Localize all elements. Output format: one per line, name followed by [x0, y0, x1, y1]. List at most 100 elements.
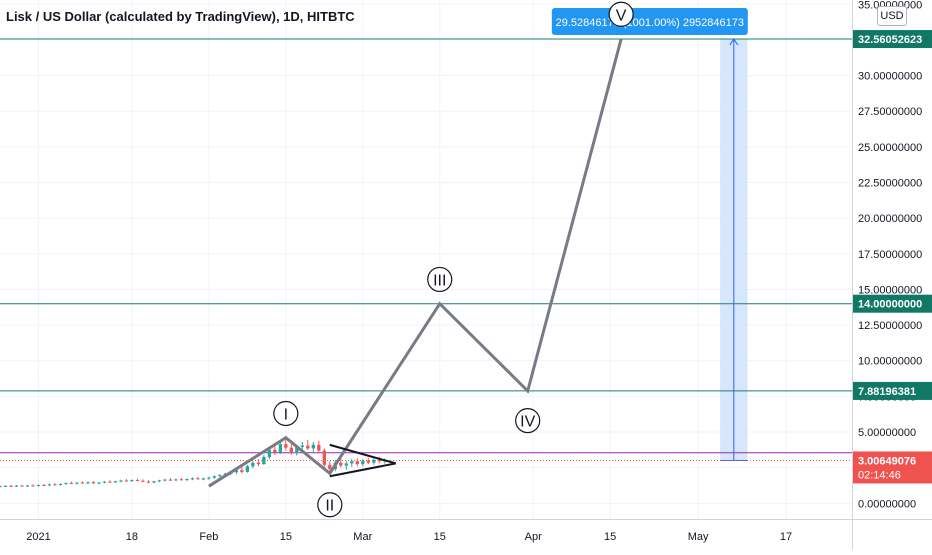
horizontal-levels[interactable] — [0, 38, 852, 461]
candle-body — [267, 449, 271, 457]
x-tick-label: Apr — [525, 531, 542, 543]
axis-price-labels: 32.56052623 14.00000000 7.88196381 3.006490… — [853, 30, 932, 484]
candle-body — [119, 480, 123, 482]
wave-label-circle — [427, 266, 453, 293]
candle-body — [20, 485, 24, 487]
candle-body — [75, 482, 79, 484]
candle-body — [102, 481, 107, 483]
wave-label: I — [284, 406, 288, 423]
candle-body — [130, 480, 134, 482]
candle-body — [372, 459, 376, 463]
x-tick-label: 15 — [280, 531, 292, 543]
currency-button[interactable]: USD — [877, 6, 907, 26]
candle-body — [36, 485, 41, 487]
candle-body — [284, 444, 288, 448]
triangle-upper-line — [329, 443, 397, 465]
candle-body — [86, 482, 90, 484]
candle-body — [152, 481, 156, 483]
candle-body — [113, 481, 118, 483]
candle-body — [245, 466, 250, 472]
candle-body — [317, 444, 321, 451]
candle-body — [339, 462, 343, 466]
triangle-lower-line — [329, 462, 396, 478]
y-tick-label: 17.50000000 — [858, 249, 922, 261]
wave-label: II — [325, 498, 334, 515]
candle-body — [322, 450, 326, 465]
elliott-wave-path — [208, 38, 623, 488]
candle-body — [218, 475, 222, 477]
x-tick-label: 2021 — [26, 531, 50, 543]
candle-body — [366, 460, 370, 463]
level-price-label: 14.00000000 — [858, 299, 922, 311]
candle-body — [53, 484, 57, 486]
candle-body — [234, 470, 239, 473]
candle-body — [58, 483, 63, 485]
candle-body — [3, 485, 8, 487]
y-tick-label: 12.50000000 — [858, 320, 922, 332]
candle-body — [350, 461, 354, 464]
level-price-label-box — [853, 30, 932, 49]
candle-body — [289, 447, 293, 452]
candle-body — [207, 477, 211, 479]
candle-body — [328, 464, 332, 470]
candle-body — [168, 479, 173, 481]
candle-body — [377, 459, 381, 462]
candle-body — [42, 485, 46, 487]
level-price-label: 7.88196381 — [858, 386, 916, 398]
candle-body — [179, 479, 184, 481]
candle-body — [47, 484, 52, 486]
candle-body — [146, 481, 151, 483]
level-price-label-box — [853, 294, 932, 313]
wave-label-circle — [273, 400, 299, 427]
measure-label-box — [551, 8, 748, 35]
candle-body — [273, 449, 277, 453]
candle-body — [256, 462, 260, 465]
candle-body — [124, 480, 129, 482]
candlesticks — [0, 437, 387, 488]
candle-body — [135, 480, 140, 482]
candle-body — [91, 482, 96, 484]
candle-body — [108, 481, 112, 483]
x-tick-label: 18 — [126, 531, 138, 543]
candle-body — [240, 470, 244, 472]
candle-body — [212, 476, 217, 478]
y-tick-label: 22.50000000 — [858, 178, 922, 190]
grid-lines — [0, 0, 852, 519]
candle-body — [25, 485, 30, 487]
chart-title: Lisk / US Dollar (calculated by TradingV… — [6, 9, 355, 24]
wave-label: III — [433, 272, 446, 289]
y-tick-label: 15.00000000 — [858, 284, 922, 296]
y-tick-label: 10.00000000 — [858, 356, 922, 368]
candle-body — [300, 445, 304, 447]
wave-label-circle — [317, 492, 343, 518]
y-tick-label: 20.00000000 — [858, 213, 922, 225]
x-tick-label: Mar — [353, 531, 372, 543]
candle-body — [344, 463, 348, 466]
candle-body — [278, 444, 282, 453]
candle-body — [9, 485, 13, 487]
candle-body — [262, 456, 266, 465]
candle-body — [80, 482, 85, 484]
wave-label: V — [616, 7, 627, 24]
candle-body — [69, 483, 74, 485]
price-range-measure[interactable]: 29.52846173 (1001.00%) 2952846173 — [551, 8, 748, 461]
wave-label: IV — [520, 414, 535, 431]
last-price-label: 3.00649076 — [858, 455, 916, 467]
wave-label-circle — [608, 1, 634, 27]
y-tick-label: 27.50000000 — [858, 106, 922, 118]
y-tick-label: 0.00000000 — [858, 498, 916, 510]
candle-body — [251, 462, 255, 467]
x-tick-label: 15 — [604, 531, 616, 543]
y-tick-label: 30.00000000 — [858, 71, 922, 83]
candle-body — [355, 461, 359, 465]
candle-body — [196, 478, 200, 480]
candle-body — [14, 485, 19, 487]
level-price-label-box — [853, 381, 932, 400]
y-tick-label: 35.00000000 — [858, 0, 922, 11]
candle-body — [97, 482, 101, 484]
candle-body — [0, 486, 2, 488]
x-tick-label: Feb — [199, 531, 218, 543]
